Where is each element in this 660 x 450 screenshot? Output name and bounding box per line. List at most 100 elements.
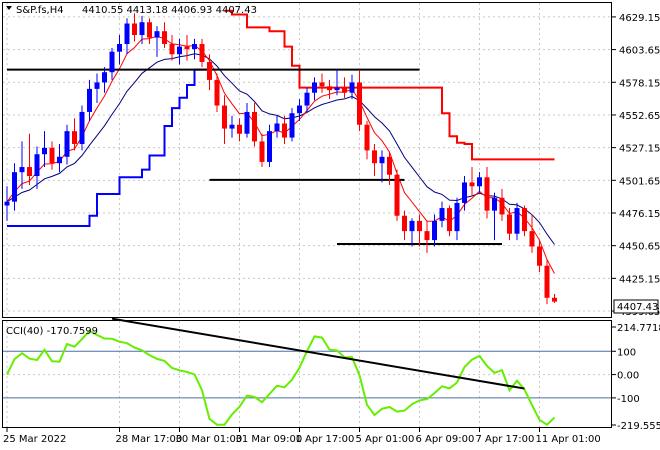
candle-body — [484, 177, 490, 211]
candle-body — [492, 197, 497, 211]
time-tick-label: 5 Apr 01:00 — [356, 434, 415, 445]
price-tick-label: 4425.15 — [619, 274, 660, 285]
candle-body — [117, 44, 122, 52]
candle-body — [297, 105, 302, 114]
price-tick-label: 4552.65 — [619, 111, 660, 122]
candle-body — [79, 111, 85, 144]
candle-body — [507, 214, 512, 234]
price-axis: 4629.15 4603.65 4578.15 4552.65 4527.15 4501.… — [612, 13, 660, 318]
price-tick-label: 4450.65 — [619, 242, 660, 253]
candles — [4, 13, 557, 305]
cci-tick-label: 100 — [617, 347, 636, 358]
candle-body — [154, 31, 160, 38]
candle-body — [229, 124, 235, 129]
candle-body — [207, 61, 212, 80]
candle-body — [409, 220, 415, 232]
candle-body — [319, 82, 325, 87]
current-price-tag: 4407.43 — [613, 299, 659, 314]
candle-body — [124, 23, 130, 45]
candle-body — [252, 111, 257, 142]
candle-body — [357, 82, 362, 125]
candle-body — [424, 231, 430, 241]
candle-body — [259, 141, 265, 162]
price-tick-label: 4578.15 — [619, 78, 660, 89]
candle-body — [289, 113, 295, 138]
candle-body — [454, 202, 460, 232]
candle-body — [334, 87, 340, 91]
candle-body — [57, 156, 62, 164]
candle-body — [499, 197, 505, 215]
symbol-label: S&P.fs,H4 — [16, 5, 64, 16]
red-trailing-stop — [224, 9, 555, 161]
candle-body — [529, 231, 535, 247]
candle-body — [244, 111, 250, 134]
candle-body — [87, 88, 92, 112]
candle-body — [109, 51, 115, 73]
time-tick-label: 1 Apr 17:00 — [296, 434, 355, 445]
current-price-label: 4407.43 — [617, 302, 658, 313]
candle-body — [177, 46, 182, 55]
fast-ma-line — [6, 35, 555, 274]
cci-tick-label: -100 — [617, 394, 640, 405]
candle-body — [102, 72, 107, 83]
candle-body — [199, 44, 205, 62]
candle-body — [402, 215, 407, 232]
candle-body — [214, 79, 220, 106]
cci-tick-label: 0.00 — [617, 371, 639, 382]
candle-body — [552, 297, 557, 302]
candle-body — [147, 22, 152, 38]
cci-tick-label: 214.7718 — [617, 323, 660, 334]
candle-body — [64, 131, 70, 157]
dropdown-arrow-icon[interactable] — [6, 6, 12, 10]
price-tick-label: 4476.15 — [619, 209, 660, 220]
candle-body — [327, 86, 332, 91]
cci-indicator — [6, 317, 556, 426]
time-tick-label: 25 Mar 2022 — [3, 434, 66, 445]
candle-body — [192, 44, 197, 50]
time-tick-label: 28 Mar 17:00 — [116, 434, 183, 445]
candle-body — [537, 246, 542, 266]
price-panel-frame — [2, 2, 612, 318]
blue-trailing-stop — [7, 68, 210, 227]
time-tick-label: 7 Apr 17:00 — [476, 434, 535, 445]
candle-body — [544, 265, 550, 298]
candle-body — [34, 154, 40, 177]
price-tick-label: 4501.65 — [619, 176, 660, 187]
candle-body — [49, 147, 55, 164]
candle-body — [417, 220, 422, 232]
candle-body — [394, 174, 400, 216]
price-tick-label: 4603.65 — [619, 46, 660, 57]
time-tick-label: 6 Apr 09:00 — [416, 434, 475, 445]
cci-axis: 214.7718 100 0.00 -100 -219.555 — [612, 323, 660, 432]
candle-body — [4, 201, 10, 206]
candle-body — [304, 92, 310, 106]
time-tick-label: 31 Mar 09:00 — [236, 434, 303, 445]
trailing-stops — [7, 9, 555, 227]
cci-trendline — [111, 317, 525, 390]
candle-body — [349, 82, 355, 93]
cci-line — [6, 329, 556, 426]
time-tick-label: 30 Mar 01:00 — [176, 434, 243, 445]
candle-body — [447, 208, 452, 232]
candle-body — [432, 220, 437, 241]
cci-tick-label: -219.555 — [617, 421, 660, 432]
cci-title: CCI(40) -170.7599 — [6, 326, 98, 337]
candle-body — [439, 208, 445, 221]
candle-body — [342, 87, 347, 93]
candle-body — [42, 147, 47, 155]
candle-body — [222, 105, 227, 129]
candle-body — [387, 156, 392, 175]
candle-body — [139, 22, 145, 36]
candle-body — [364, 124, 370, 151]
candle-body — [372, 150, 377, 164]
candle-body — [12, 172, 17, 202]
candle-body — [169, 44, 175, 55]
ohlc-values: 4410.55 4413.18 4406.93 4407.43 — [82, 5, 257, 16]
candle-body — [27, 167, 32, 177]
candle-body — [132, 23, 137, 36]
candle-body — [274, 123, 280, 132]
candle-body — [514, 208, 520, 234]
candle-body — [267, 131, 272, 162]
